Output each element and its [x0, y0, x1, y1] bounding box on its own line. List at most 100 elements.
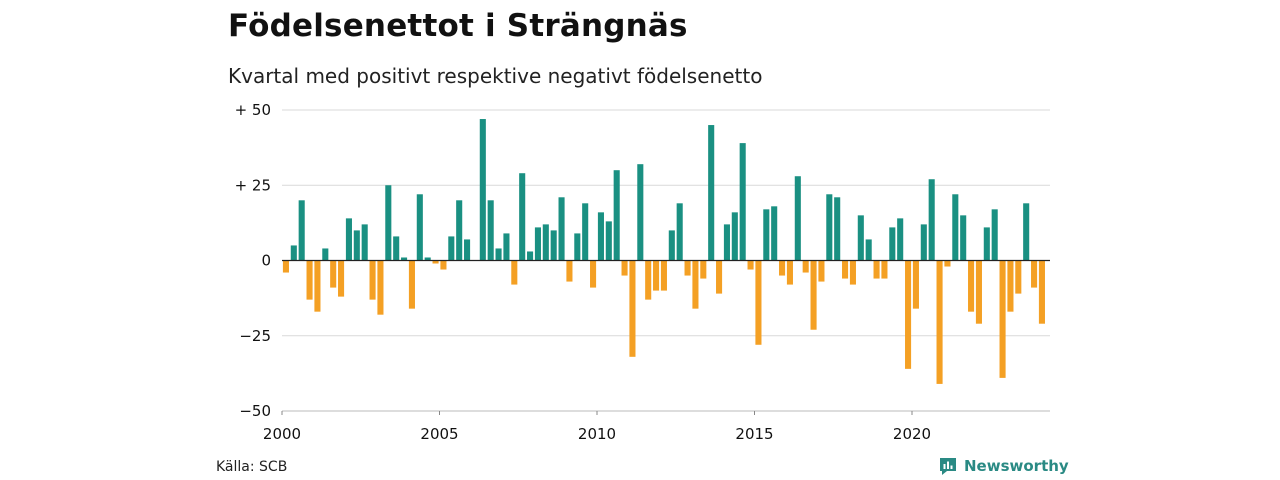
bar	[731, 212, 738, 261]
y-tick-label: + 25	[235, 176, 271, 194]
bar	[282, 260, 289, 273]
chart-subtitle: Kvartal med positivt respektive negativt…	[228, 64, 763, 88]
bar	[660, 260, 667, 291]
x-tick-label: 2015	[735, 425, 773, 443]
bar	[314, 260, 321, 312]
bar	[928, 179, 935, 261]
bar	[755, 260, 762, 345]
bar	[385, 185, 392, 261]
bar	[645, 260, 652, 300]
bar	[605, 221, 612, 261]
bar	[464, 239, 471, 261]
bar	[322, 248, 329, 261]
y-tick-label: + 50	[235, 101, 271, 119]
bar	[944, 260, 951, 267]
bar	[393, 236, 400, 261]
bar	[361, 224, 368, 261]
source-note: Källa: SCB	[216, 459, 288, 475]
bar	[897, 218, 904, 261]
bar	[550, 230, 557, 261]
bar	[408, 260, 415, 309]
bar	[692, 260, 699, 309]
bar	[881, 260, 888, 279]
brand-name: Newsworthy	[964, 457, 1069, 475]
bar	[991, 209, 998, 261]
bar	[802, 260, 809, 273]
bar	[511, 260, 518, 285]
bar	[401, 257, 408, 261]
bar	[653, 260, 660, 291]
bar	[534, 227, 541, 261]
bar	[1031, 260, 1038, 288]
bar	[779, 260, 786, 276]
bar	[479, 119, 486, 261]
bar	[330, 260, 337, 288]
bar	[432, 260, 439, 264]
bar	[369, 260, 376, 300]
bar	[739, 143, 746, 261]
brand-logo[interactable]: Newsworthy	[938, 456, 1069, 476]
bar	[306, 260, 313, 300]
chart-title: Födelsenettot i Strängnäs	[228, 8, 688, 44]
bar	[842, 260, 849, 279]
bar	[684, 260, 691, 276]
bar	[338, 260, 345, 297]
y-tick-label: 0	[261, 252, 271, 270]
bar	[936, 260, 943, 384]
bar	[952, 194, 959, 261]
bar	[889, 227, 896, 261]
bar	[519, 173, 526, 261]
bar	[558, 197, 565, 261]
bar	[960, 215, 967, 261]
bar	[424, 257, 431, 261]
bar	[1038, 260, 1045, 324]
bar	[676, 203, 683, 261]
bar	[834, 197, 841, 261]
bar	[440, 260, 447, 270]
bar	[700, 260, 707, 279]
bar	[1015, 260, 1022, 294]
bar	[983, 227, 990, 261]
bar	[503, 233, 510, 261]
bar	[810, 260, 817, 330]
bar	[920, 224, 927, 261]
x-axis-labels: 2000 2005 2010 2015 2020	[263, 411, 931, 443]
bar	[1007, 260, 1014, 312]
bar	[818, 260, 825, 282]
bar	[456, 200, 463, 261]
y-tick-label: −50	[239, 402, 271, 420]
bar	[582, 203, 589, 261]
x-tick-label: 2010	[578, 425, 616, 443]
bar	[416, 194, 423, 261]
bar	[905, 260, 912, 369]
bar	[857, 215, 864, 261]
bar	[771, 206, 778, 261]
y-axis-labels: + 50 + 25 0 −25 −50	[235, 101, 271, 420]
y-tick-label: −25	[239, 327, 271, 345]
bar	[786, 260, 793, 285]
bar	[542, 224, 549, 261]
bar	[873, 260, 880, 279]
bar	[566, 260, 573, 282]
x-tick-label: 2020	[893, 425, 931, 443]
bar	[590, 260, 597, 288]
x-axis	[282, 259, 1050, 412]
bar	[975, 260, 982, 324]
bar	[668, 230, 675, 261]
bar	[527, 251, 534, 261]
bar	[865, 239, 872, 261]
bar	[826, 194, 833, 261]
bar	[708, 125, 715, 261]
bar	[298, 200, 305, 261]
bar	[763, 209, 770, 261]
bar	[747, 260, 754, 270]
x-tick-label: 2000	[263, 425, 301, 443]
bar	[849, 260, 856, 285]
bar	[597, 212, 604, 261]
bar	[629, 260, 636, 357]
bar	[794, 176, 801, 261]
bar	[613, 170, 620, 261]
bars	[282, 119, 1045, 384]
bar	[495, 248, 502, 261]
